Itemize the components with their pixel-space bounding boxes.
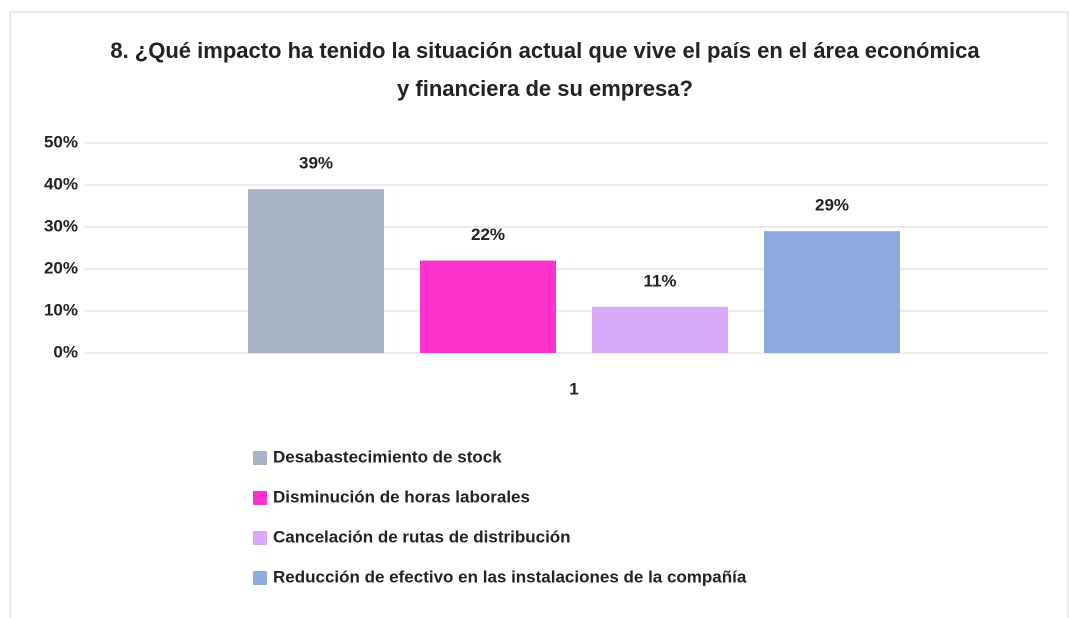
legend-label: Desabastecimiento de stock [273, 447, 502, 466]
data-label: 22% [471, 225, 505, 244]
data-label: 29% [815, 196, 849, 215]
legend-swatch [253, 451, 267, 465]
data-label: 39% [299, 154, 333, 173]
legend-label: Reducción de efectivo en las instalacion… [273, 567, 747, 586]
y-tick-label: 20% [44, 258, 78, 277]
bar [764, 231, 900, 353]
legend-label: Cancelación de rutas de distribución [273, 527, 571, 546]
legend-swatch [253, 571, 267, 585]
legend-swatch [253, 491, 267, 505]
y-tick-label: 40% [44, 174, 78, 193]
x-tick-label: 1 [569, 379, 578, 398]
bar [248, 189, 384, 353]
y-tick-label: 30% [44, 216, 78, 235]
y-tick-label: 10% [44, 300, 78, 319]
legend-swatch [253, 531, 267, 545]
y-tick-label: 50% [44, 132, 78, 151]
bar [420, 260, 556, 353]
data-label: 11% [643, 271, 676, 290]
y-tick-label: 0% [53, 342, 78, 361]
chart-title: 8. ¿Qué impacto ha tenido la situación a… [110, 38, 980, 101]
bar [592, 306, 728, 353]
legend-label: Disminución de horas laborales [273, 487, 530, 506]
